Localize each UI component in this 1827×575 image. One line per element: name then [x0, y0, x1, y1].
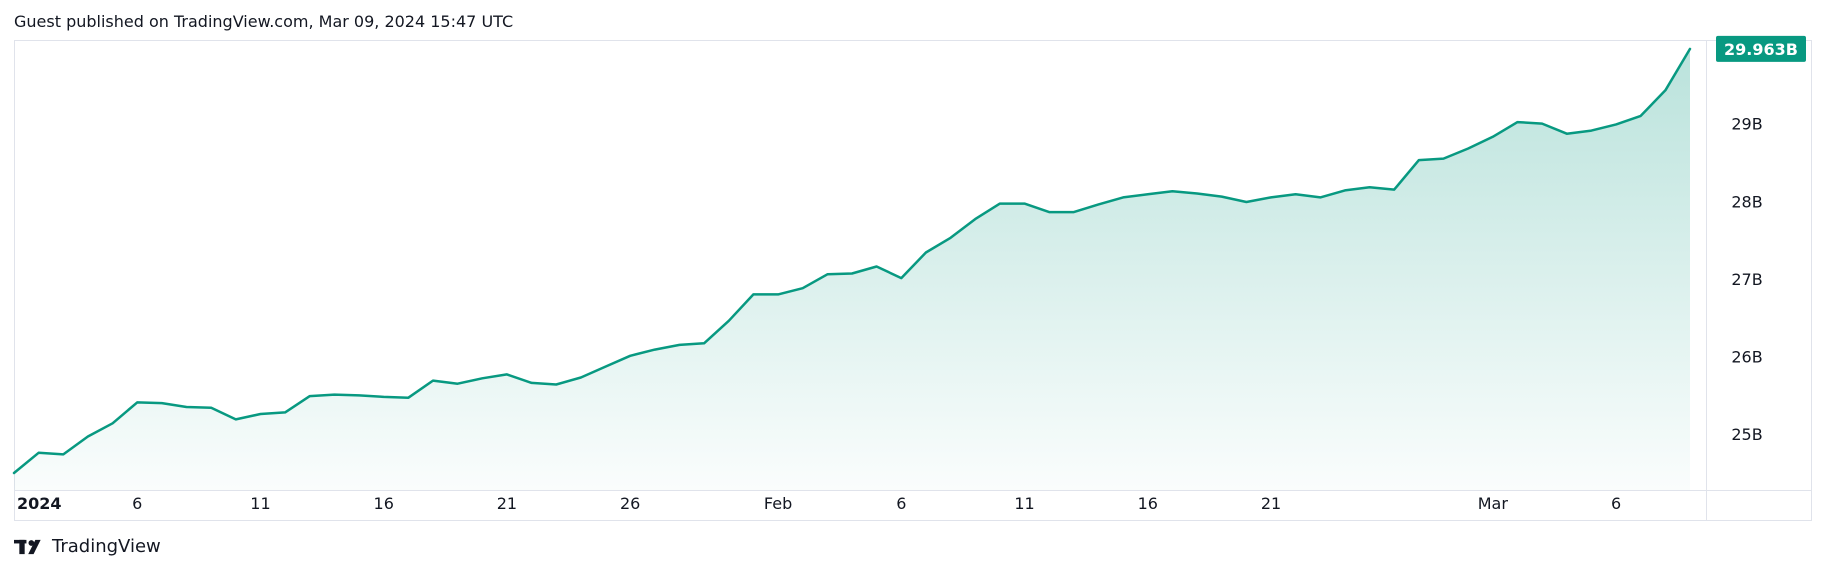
x-tick-label: 11 [1014, 494, 1034, 513]
x-tick-label: 6 [132, 494, 142, 513]
y-tick-label: 25B [1731, 425, 1762, 444]
x-tick-label: 26 [620, 494, 640, 513]
x-tick-label: 6 [896, 494, 906, 513]
series-area-fill [14, 48, 1690, 491]
x-tick-label: 21 [1261, 494, 1281, 513]
chart-frame [14, 40, 1812, 521]
x-tick-label: 16 [1138, 494, 1158, 513]
series-line [12, 47, 1692, 475]
published-note: Guest published on TradingView.com, Mar … [14, 12, 514, 31]
x-tick-label: 21 [497, 494, 517, 513]
y-tick-label: 27B [1731, 270, 1762, 289]
area-layer [12, 47, 1692, 491]
brand-name: TradingView [52, 536, 161, 557]
x-tick-label: 2024 [17, 494, 62, 513]
x-tick-label: Feb [764, 494, 792, 513]
last-value-label: 29.963B [1724, 40, 1798, 59]
tradingview-logo-icon [14, 539, 41, 554]
x-tick-label: 16 [374, 494, 394, 513]
last-value-badge-layer: 29.963B [1716, 35, 1806, 62]
y-tick-label: 28B [1731, 192, 1762, 211]
chart-border [14, 40, 1812, 521]
x-tick-label: Mar [1478, 494, 1509, 513]
y-tick-label: 29B [1731, 115, 1762, 134]
tradingview-brand[interactable]: TradingView [14, 536, 161, 557]
x-axis: 2024 6 11 16 21 26 Feb 6 11 16 21 Mar 6 [17, 494, 1621, 513]
y-tick-label: 26B [1731, 348, 1762, 367]
x-tick-label: 11 [250, 494, 270, 513]
x-tick-label: 6 [1611, 494, 1621, 513]
y-axis: 25B 26B 27B 28B 29B [1731, 115, 1762, 445]
last-value-badge [1716, 35, 1806, 62]
